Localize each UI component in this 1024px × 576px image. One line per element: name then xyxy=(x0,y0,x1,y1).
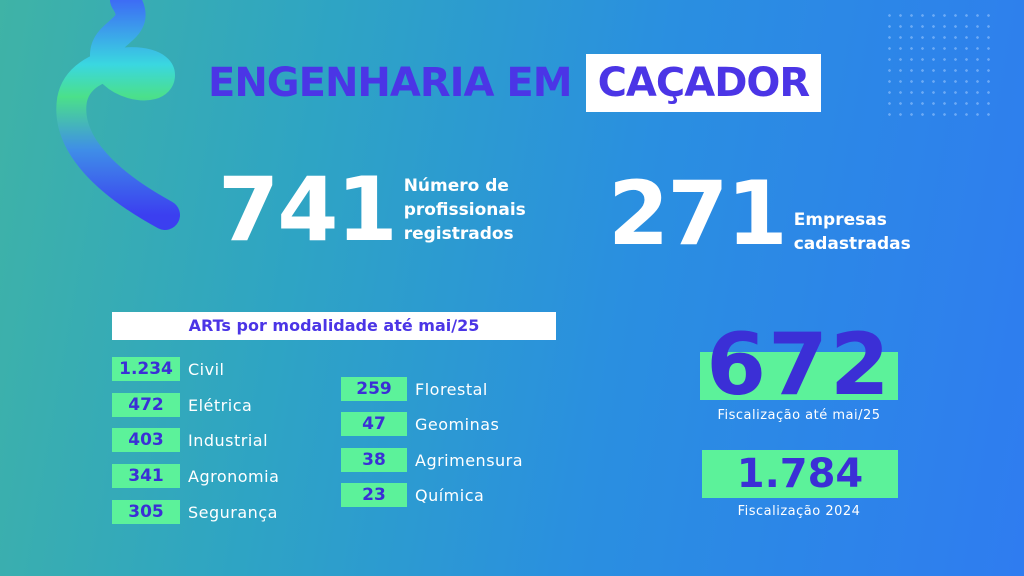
list-item: 23 Química xyxy=(341,483,484,507)
stat-profissionais: 741 Número de profissionais registrados xyxy=(218,166,526,254)
art-label: Agrimensura xyxy=(415,450,524,470)
art-label: Civil xyxy=(188,359,225,379)
stat-label: Número de profissionais registrados xyxy=(404,174,526,246)
art-label: Segurança xyxy=(188,502,278,522)
list-item: 38 Agrimensura xyxy=(341,448,523,472)
fiscalizacao-label: Fiscalização até mai/25 xyxy=(717,408,881,423)
fiscalizacao-value: 672 xyxy=(706,315,892,415)
list-item: 47 Geominas xyxy=(341,412,499,436)
arts-header: ARTs por modalidade até mai/25 xyxy=(112,312,556,340)
art-value: 259 xyxy=(341,377,407,401)
art-label: Industrial xyxy=(188,430,269,450)
fiscalizacao-highlight xyxy=(702,450,898,498)
fiscalizacao-value: 1.784 xyxy=(736,451,864,497)
stat-label-line: Número de xyxy=(403,176,509,196)
art-value: 23 xyxy=(341,483,407,507)
art-value: 47 xyxy=(341,412,407,436)
art-label: Geominas xyxy=(415,414,500,434)
art-label: Florestal xyxy=(415,379,488,399)
list-item: 341 Agronomia xyxy=(112,464,279,488)
page-title: ENGENHARIA EM CAÇADOR xyxy=(208,54,822,112)
stat-value: 741 xyxy=(218,158,398,261)
list-item: 259 Florestal xyxy=(341,377,488,401)
stat-label-line: cadastradas xyxy=(793,234,911,254)
list-item: 1.234 Civil xyxy=(112,357,224,381)
art-value: 341 xyxy=(112,464,180,488)
title-part2: CAÇADOR xyxy=(585,54,822,112)
stat-empresas: 271 Empresas cadastradas xyxy=(608,170,911,258)
art-label: Agronomia xyxy=(188,466,280,486)
art-label: Elétrica xyxy=(188,395,253,415)
art-label: Química xyxy=(415,485,485,505)
stat-label-line: profissionais xyxy=(403,200,526,220)
stat-label: Empresas cadastradas xyxy=(794,208,911,256)
dot-pattern xyxy=(884,10,994,120)
list-item: 305 Segurança xyxy=(112,500,278,524)
list-item: 472 Elétrica xyxy=(112,393,252,417)
stat-value: 271 xyxy=(608,162,788,265)
title-part1: ENGENHARIA EM xyxy=(208,60,573,106)
art-value: 403 xyxy=(112,428,180,452)
art-value: 1.234 xyxy=(112,357,180,381)
art-value: 305 xyxy=(112,500,180,524)
swirl-decoration xyxy=(56,0,180,230)
art-value: 472 xyxy=(112,393,180,417)
fiscalizacao-label: Fiscalização 2024 xyxy=(737,504,861,519)
stat-label-line: registrados xyxy=(403,224,514,244)
fiscalizacao-highlight xyxy=(700,352,898,400)
stat-label-line: Empresas xyxy=(793,210,887,230)
art-value: 38 xyxy=(341,448,407,472)
list-item: 403 Industrial xyxy=(112,428,268,452)
